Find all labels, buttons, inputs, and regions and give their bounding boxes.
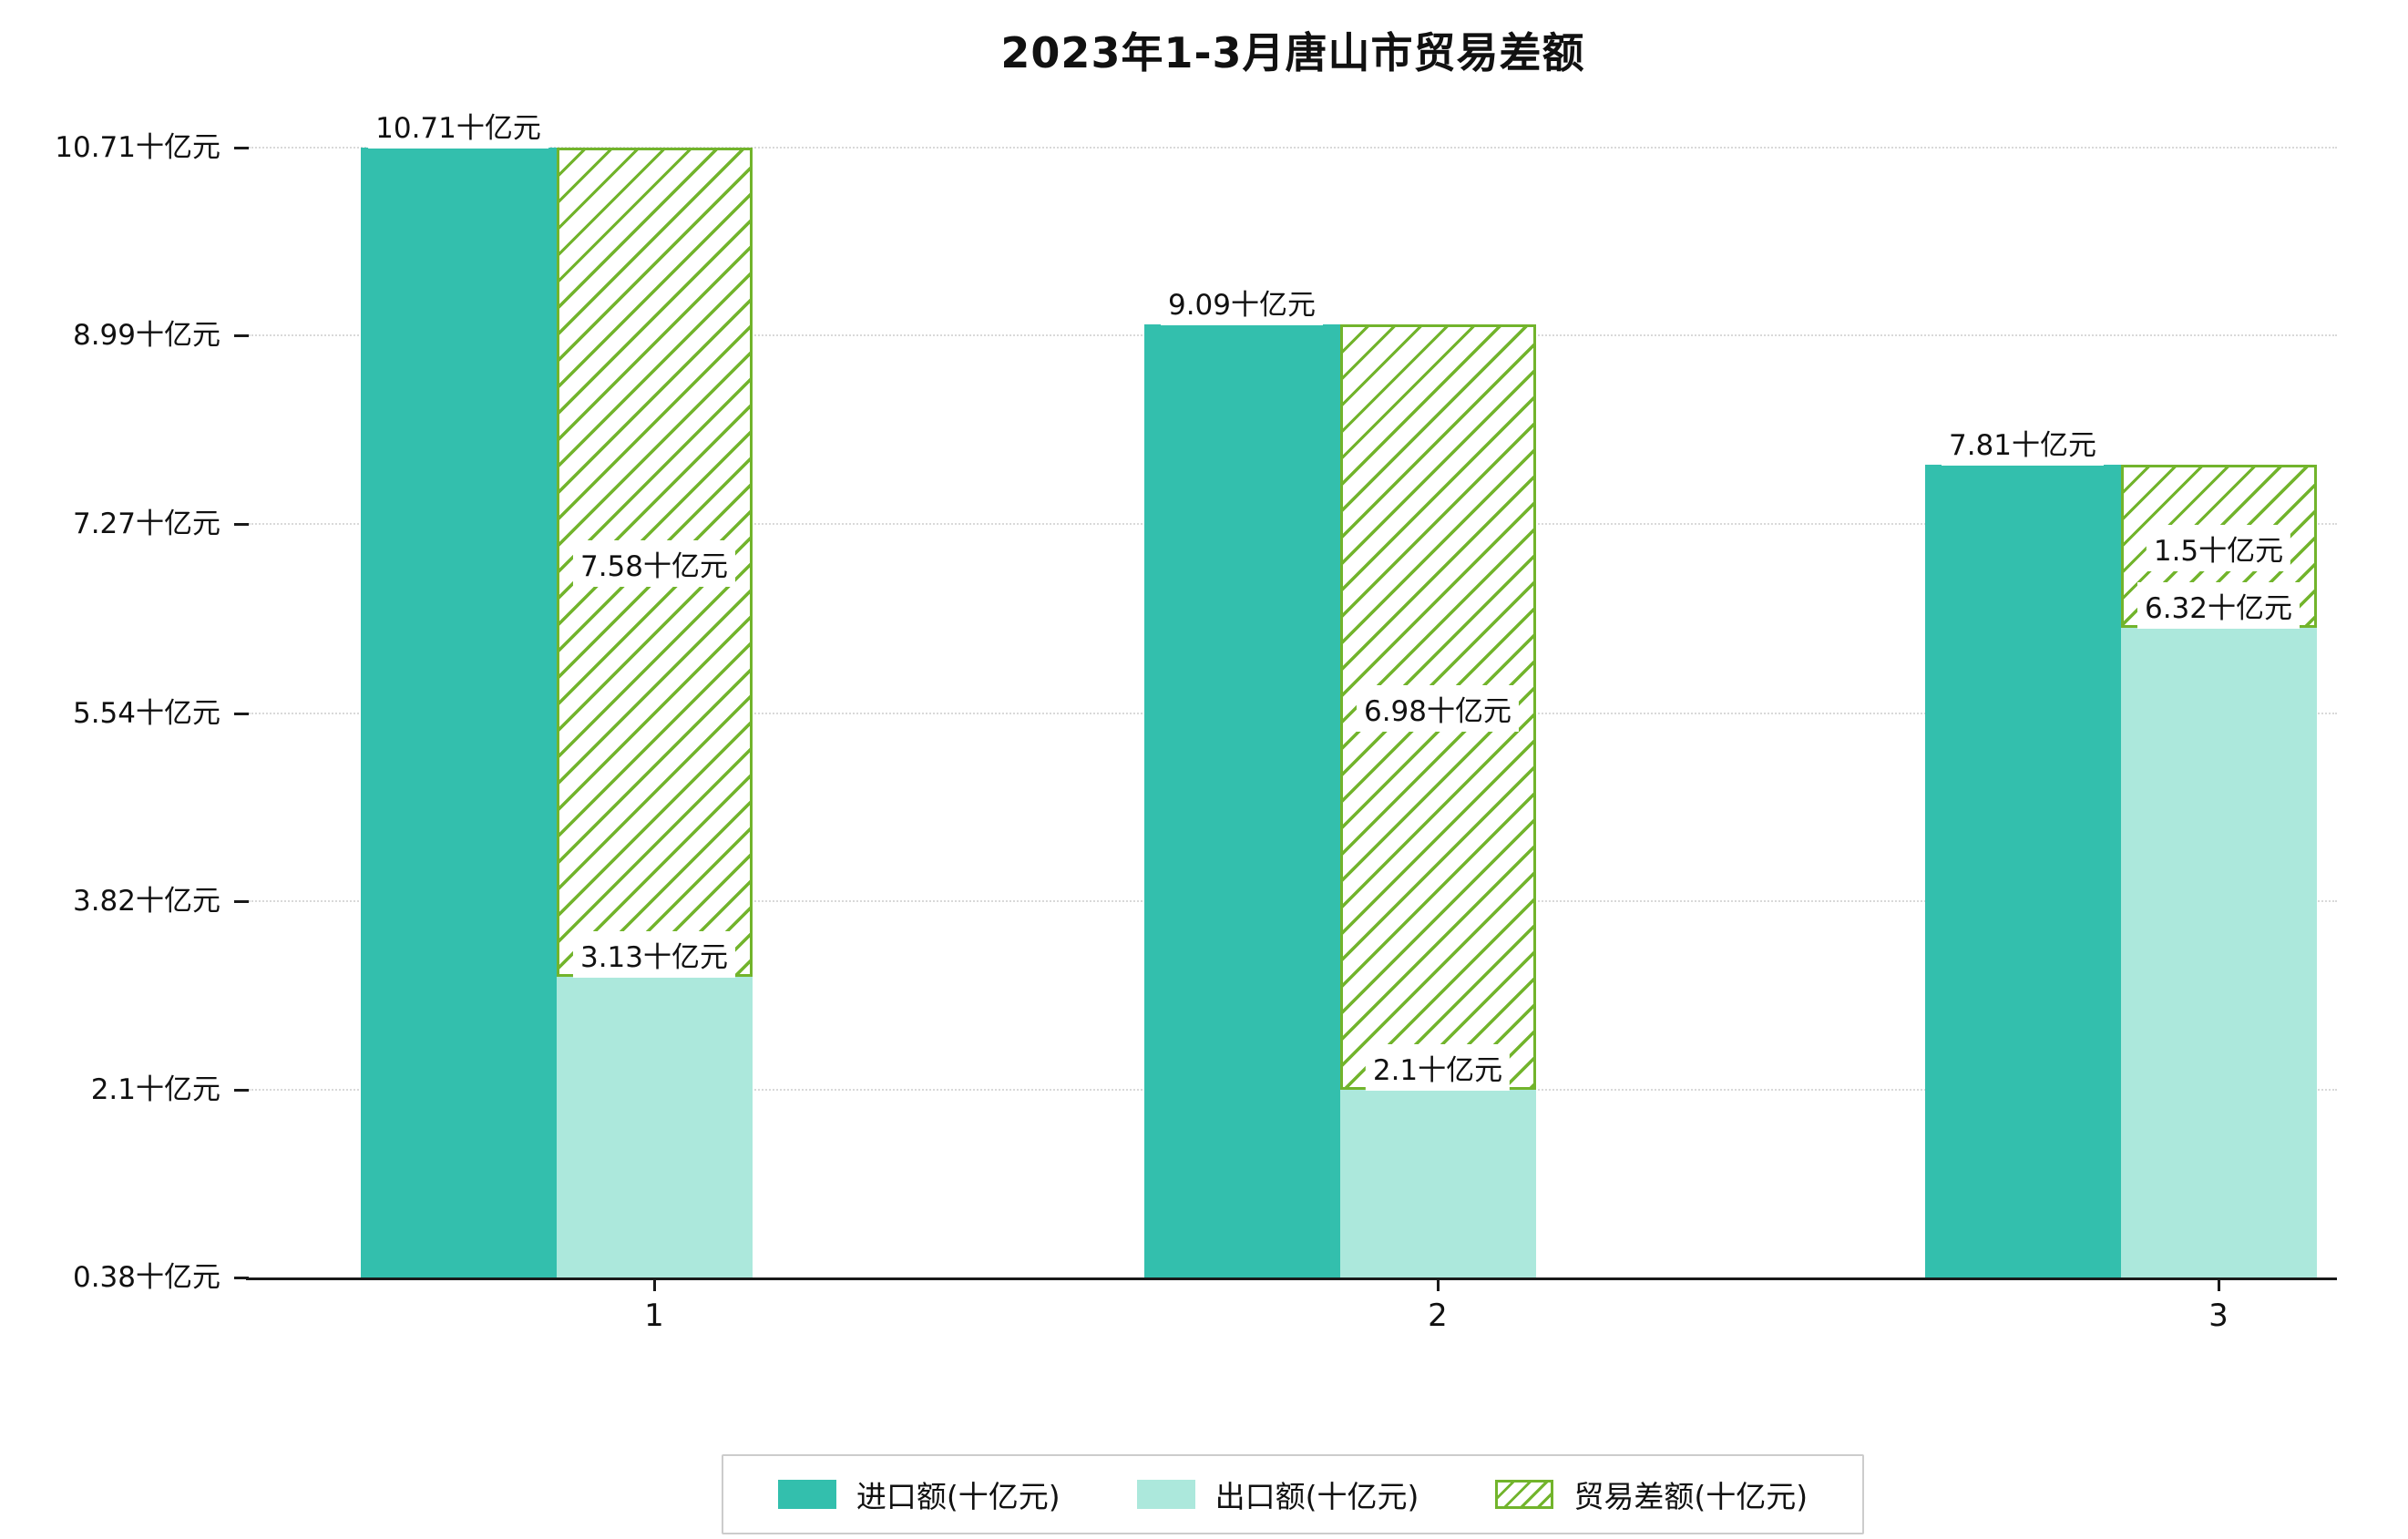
import-value-label: 10.71十亿元 — [368, 102, 548, 149]
legend-box: 进口额(十亿元) 出口额(十亿元) 贸易差额(十亿元) — [721, 1454, 1865, 1534]
x-tick-label: 2 — [1428, 1298, 1448, 1334]
y-tick-label: 0.38十亿元 — [72, 1261, 220, 1294]
export-bar — [2120, 627, 2317, 1277]
export-value-label: 6.32十亿元 — [2136, 581, 2300, 629]
import-value-label: 7.81十亿元 — [1941, 419, 2105, 467]
import-swatch-icon — [777, 1480, 836, 1509]
legend-item-import: 进口额(十亿元) — [777, 1472, 1061, 1516]
y-tick-mark — [234, 522, 249, 526]
y-tick-mark — [234, 147, 249, 149]
y-gridline — [249, 147, 2337, 149]
x-tick-label: 1 — [644, 1298, 664, 1334]
y-tick-label: 2.1十亿元 — [90, 1072, 220, 1106]
export-bar — [556, 976, 753, 1277]
legend-item-export: 出口额(十亿元) — [1136, 1472, 1419, 1516]
legend-label-balance: 贸易差额(十亿元) — [1573, 1479, 1809, 1514]
legend-label-export: 出口额(十亿元) — [1214, 1479, 1419, 1514]
x-tick-mark — [1437, 1280, 1440, 1291]
balance-value-label: 7.58十亿元 — [572, 539, 736, 587]
export-value-label: 3.13十亿元 — [572, 930, 736, 978]
y-tick-label: 7.27十亿元 — [72, 507, 220, 540]
x-tick-mark — [2218, 1280, 2220, 1291]
x-tick-label: 3 — [2208, 1298, 2229, 1334]
x-axis-line — [246, 1277, 2337, 1280]
balance-value-label: 1.5十亿元 — [2146, 524, 2291, 571]
chart-title: 2023年1-3月唐山市贸易差额 — [1000, 28, 1585, 77]
export-swatch-icon — [1136, 1480, 1195, 1509]
balance-hatch-swatch-icon — [1495, 1480, 1554, 1509]
y-tick-mark — [234, 900, 249, 904]
y-tick-mark — [234, 334, 249, 338]
x-tick-mark — [653, 1280, 656, 1291]
legend-item-balance: 贸易差额(十亿元) — [1495, 1472, 1808, 1516]
legend: 进口额(十亿元) 出口额(十亿元) 贸易差额(十亿元) — [249, 1454, 2337, 1534]
y-tick-label: 5.54十亿元 — [72, 696, 220, 730]
y-tick-label: 3.82十亿元 — [72, 885, 220, 918]
export-value-label: 2.1十亿元 — [1365, 1043, 1511, 1091]
export-bar — [1339, 1089, 1536, 1277]
y-tick-label: 8.99十亿元 — [72, 319, 220, 353]
import-bar — [1924, 465, 2121, 1277]
legend-label-import: 进口额(十亿元) — [856, 1479, 1061, 1514]
y-tick-mark — [234, 1088, 249, 1092]
import-value-label: 9.09十亿元 — [1160, 279, 1324, 326]
balance-value-label: 6.98十亿元 — [1356, 684, 1520, 732]
y-tick-mark — [234, 1277, 249, 1279]
import-bar — [360, 148, 557, 1277]
y-tick-label: 10.71十亿元 — [55, 131, 220, 164]
y-tick-mark — [234, 712, 249, 715]
import-bar — [1143, 324, 1340, 1277]
